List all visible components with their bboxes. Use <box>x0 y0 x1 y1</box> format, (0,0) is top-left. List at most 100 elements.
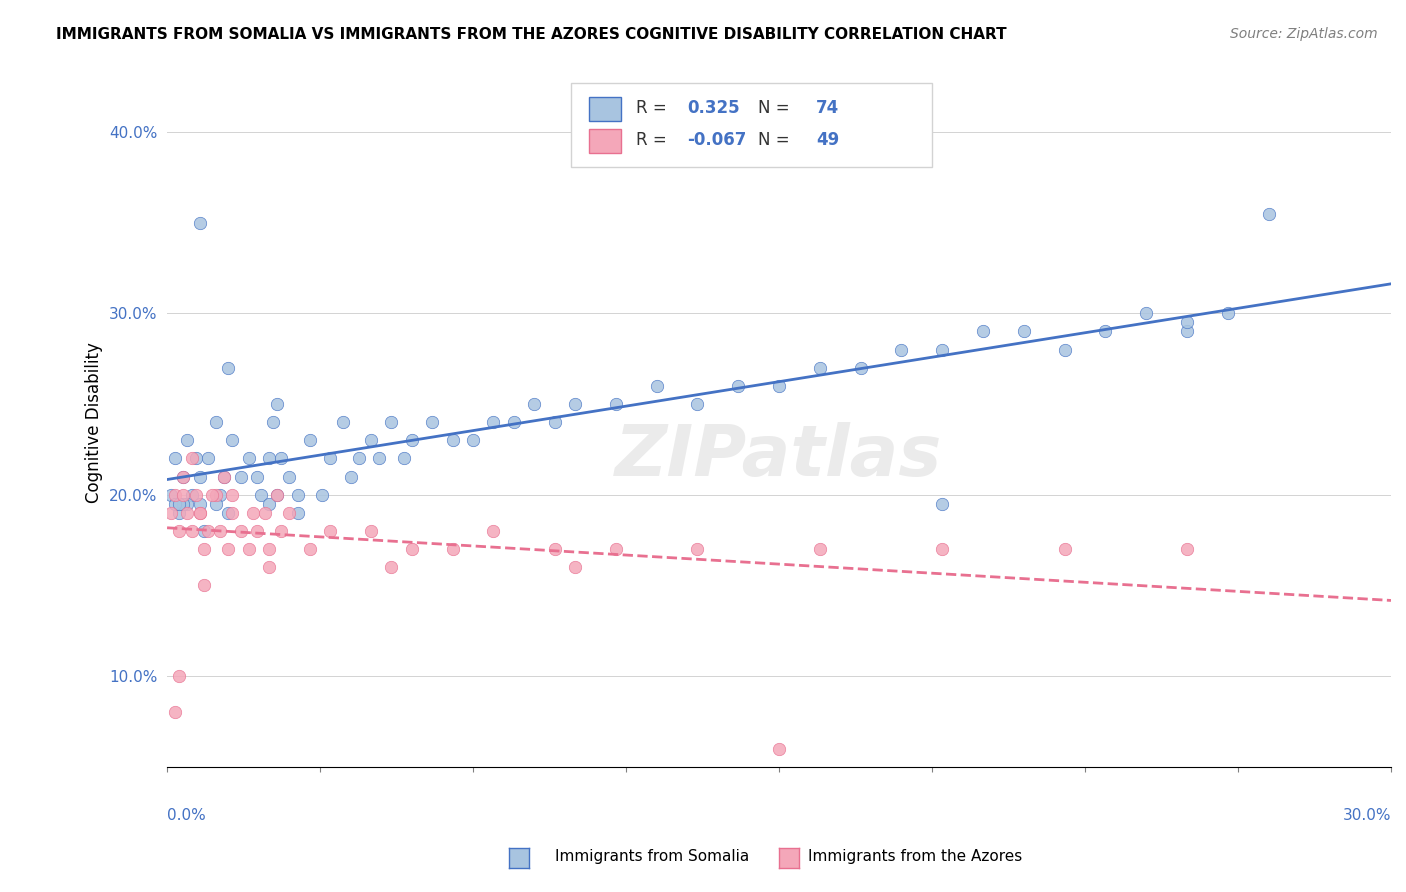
Point <box>212 469 235 483</box>
Point <box>188 506 211 520</box>
Point <box>278 469 301 483</box>
Point <box>212 469 235 483</box>
Point <box>165 497 187 511</box>
Text: Immigrants from Somalia: Immigrants from Somalia <box>555 849 749 863</box>
Text: ZIPatlas: ZIPatlas <box>616 422 943 491</box>
Point <box>849 360 872 375</box>
Point <box>543 415 565 429</box>
Point <box>165 451 187 466</box>
Point <box>209 524 232 538</box>
Point <box>1175 325 1198 339</box>
Point <box>339 469 361 483</box>
Point <box>229 469 252 483</box>
Point <box>564 397 586 411</box>
FancyBboxPatch shape <box>571 83 932 167</box>
Text: 30.0%: 30.0% <box>1343 808 1391 823</box>
Point <box>645 379 668 393</box>
Text: 74: 74 <box>815 100 839 118</box>
Point <box>605 542 627 557</box>
Point <box>931 542 953 557</box>
Point <box>221 488 243 502</box>
Point <box>380 560 402 574</box>
Point <box>1175 315 1198 329</box>
Point <box>311 488 333 502</box>
Point <box>808 360 831 375</box>
Point <box>188 216 211 230</box>
Point <box>266 397 288 411</box>
Point <box>727 379 749 393</box>
Point <box>1175 542 1198 557</box>
Point <box>184 488 207 502</box>
Point <box>401 542 423 557</box>
Point <box>180 451 202 466</box>
Point <box>461 434 484 448</box>
Point <box>188 469 211 483</box>
Point <box>169 506 191 520</box>
Point <box>193 542 215 557</box>
Point <box>523 397 546 411</box>
Point <box>1216 306 1239 320</box>
Point <box>246 524 269 538</box>
Point <box>176 497 198 511</box>
Point <box>169 497 191 511</box>
Point <box>172 497 194 511</box>
Point <box>262 415 284 429</box>
Point <box>972 325 994 339</box>
Text: 0.0%: 0.0% <box>167 808 205 823</box>
Point <box>169 669 191 683</box>
Text: R =: R = <box>636 100 672 118</box>
Point <box>270 524 292 538</box>
Point <box>482 415 505 429</box>
Point <box>931 343 953 357</box>
Point <box>242 506 264 520</box>
Point <box>287 506 309 520</box>
Point <box>686 542 709 557</box>
Y-axis label: Cognitive Disability: Cognitive Disability <box>86 342 103 502</box>
Point <box>266 488 288 502</box>
Point <box>253 506 276 520</box>
Point <box>482 524 505 538</box>
Point <box>197 451 219 466</box>
Point <box>250 488 273 502</box>
Point <box>221 506 243 520</box>
Text: N =: N = <box>758 100 796 118</box>
Point <box>246 469 269 483</box>
Point <box>257 497 280 511</box>
Point <box>441 542 464 557</box>
Point <box>768 741 790 756</box>
Text: Source: ZipAtlas.com: Source: ZipAtlas.com <box>1230 27 1378 41</box>
Point <box>298 542 321 557</box>
Point <box>257 542 280 557</box>
Point <box>180 524 202 538</box>
Point <box>238 451 260 466</box>
Point <box>160 506 183 520</box>
Point <box>229 524 252 538</box>
Point <box>808 542 831 557</box>
Text: IMMIGRANTS FROM SOMALIA VS IMMIGRANTS FROM THE AZORES COGNITIVE DISABILITY CORRE: IMMIGRANTS FROM SOMALIA VS IMMIGRANTS FR… <box>56 27 1007 42</box>
Point <box>319 451 342 466</box>
Point <box>564 560 586 574</box>
Point <box>319 524 342 538</box>
Point <box>1053 343 1076 357</box>
Point <box>1135 306 1157 320</box>
Point <box>360 434 382 448</box>
Point <box>1053 542 1076 557</box>
Point <box>278 506 301 520</box>
Point <box>392 451 415 466</box>
Point <box>238 542 260 557</box>
Text: 49: 49 <box>815 131 839 149</box>
Point <box>193 524 215 538</box>
Point <box>347 451 370 466</box>
Point <box>169 524 191 538</box>
Point <box>205 415 228 429</box>
Point <box>441 434 464 448</box>
Point <box>188 497 211 511</box>
Point <box>287 488 309 502</box>
Point <box>176 434 198 448</box>
Point <box>768 379 790 393</box>
Point <box>188 506 211 520</box>
Point <box>543 542 565 557</box>
Point <box>1094 325 1116 339</box>
Point <box>605 397 627 411</box>
Point <box>217 542 239 557</box>
